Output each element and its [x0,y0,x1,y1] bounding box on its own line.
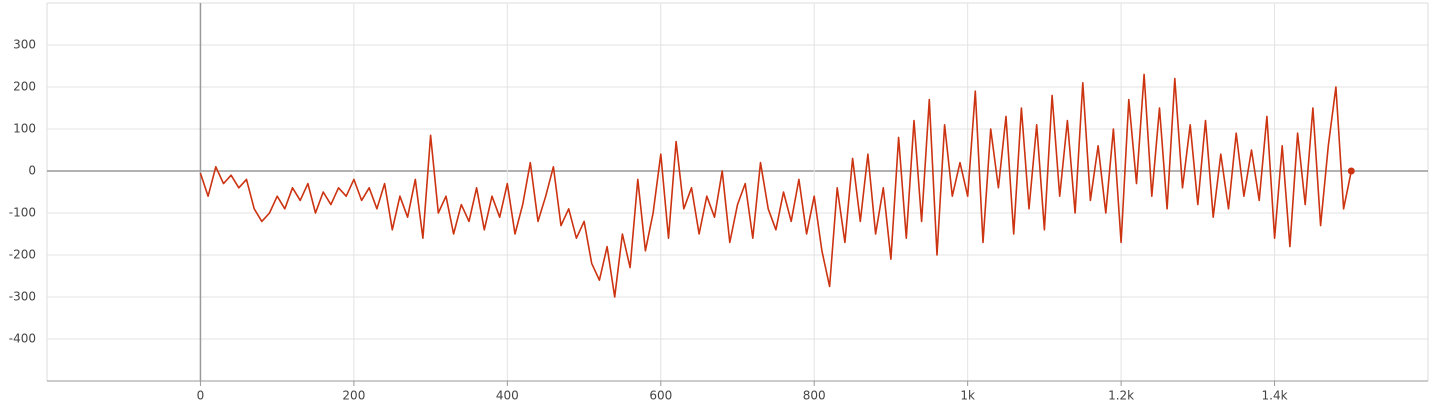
x-tick-label: 800 [803,389,826,403]
end-marker [1347,167,1355,175]
y-tick-label: 0 [28,164,36,178]
line-series [199,73,1353,298]
y-tick-label: -300 [9,290,36,304]
y-tick-label: -200 [9,248,36,262]
y-tick-label: -100 [9,206,36,220]
x-tick-label: 1.4k [1262,389,1288,403]
x-tick-label: 200 [342,389,365,403]
x-tick-label: 1k [960,389,975,403]
y-tick-label: 300 [13,38,36,52]
x-tick-label: 0 [197,389,205,403]
y-tick-label: -400 [9,332,36,346]
x-tick-label: 600 [649,389,672,403]
x-tick-label: 400 [496,389,519,403]
y-tick-label: 100 [13,122,36,136]
x-tick-label: 1.2k [1108,389,1134,403]
y-tick-label: 200 [13,80,36,94]
